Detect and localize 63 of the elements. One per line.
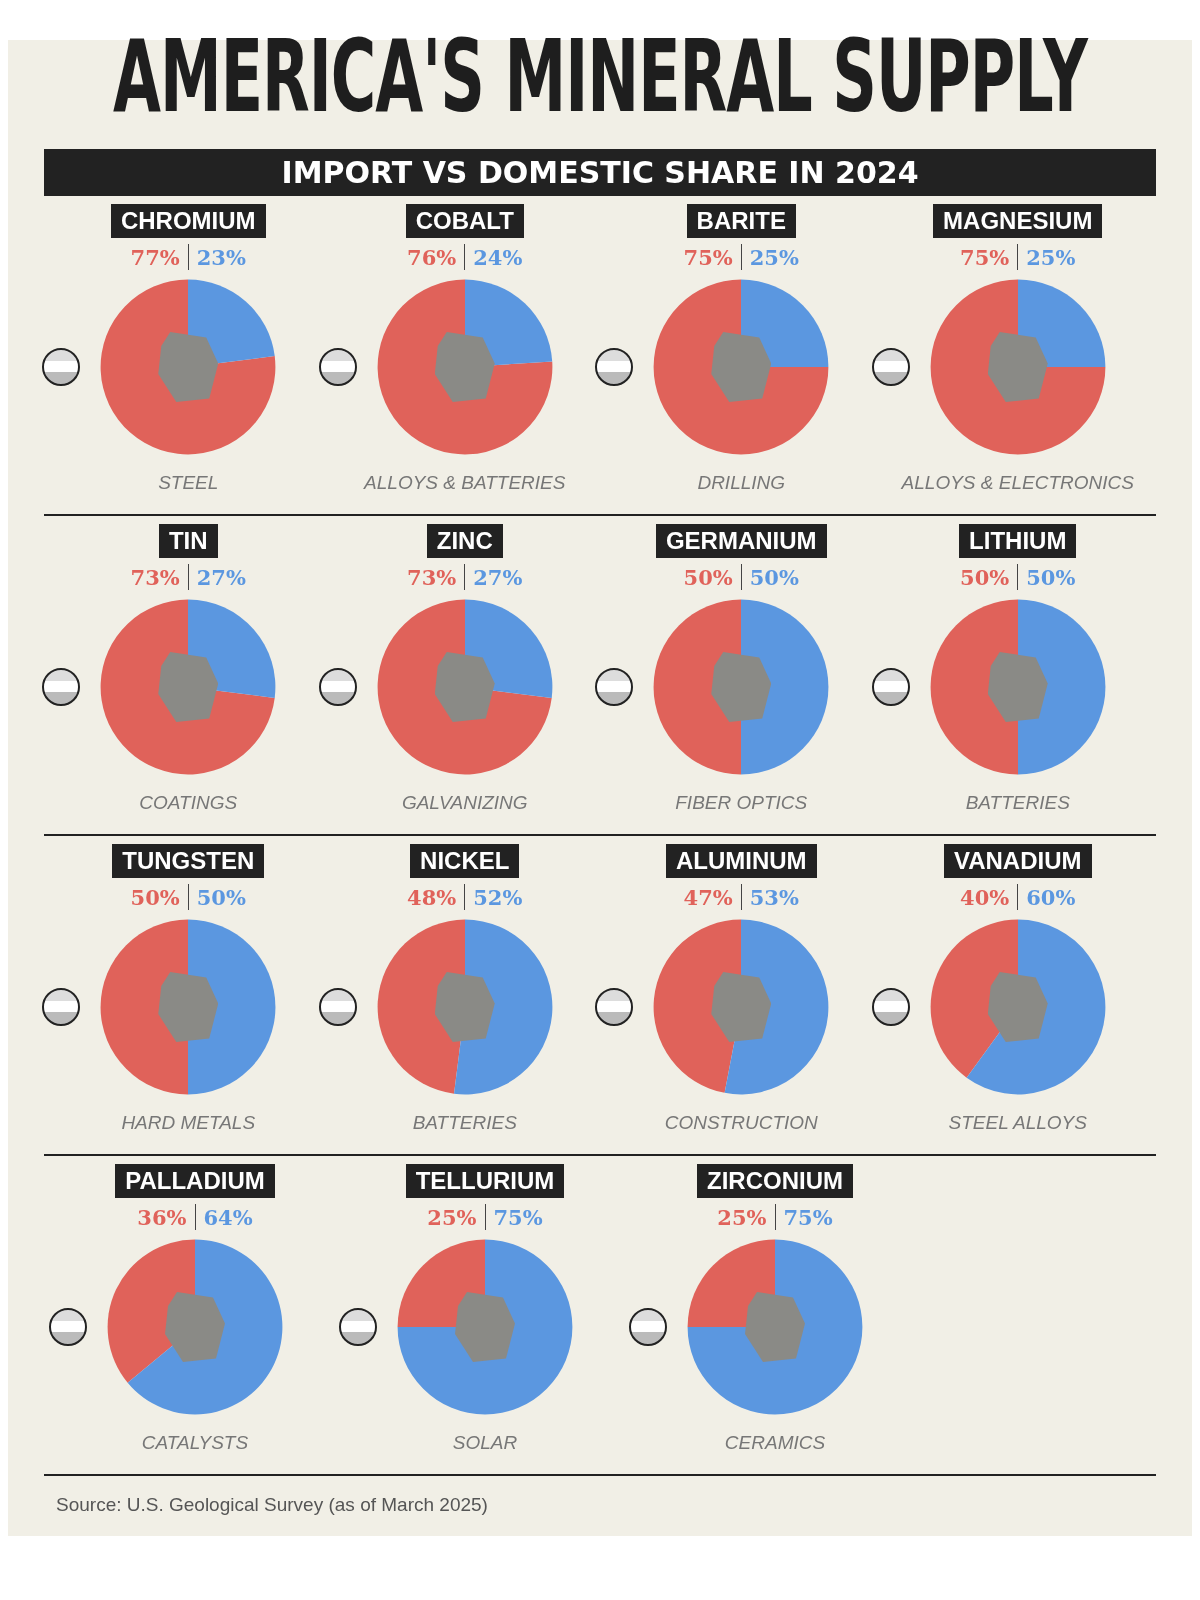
data-label: 77%	[130, 244, 180, 270]
text: CATALYSTS	[141, 1432, 249, 1454]
data-label: 73%	[407, 564, 457, 590]
chart-title: ZINC	[426, 524, 503, 558]
data-label: 64%	[203, 1204, 253, 1230]
text: GALVANIZING	[401, 792, 528, 814]
chart-title: ZIRCONIUM	[697, 1164, 853, 1198]
data-label: 25%	[717, 1204, 767, 1230]
text: BATTERIES	[965, 792, 1070, 814]
chart-title: BARITE	[686, 204, 796, 238]
chart-title: TIN	[158, 524, 218, 558]
data-label: 50%	[960, 564, 1010, 590]
data-label: 36%	[137, 1204, 187, 1230]
text: IMPORT VS DOMESTIC SHARE IN 2024	[44, 149, 1156, 196]
chart-title: TELLURIUM	[405, 1164, 565, 1198]
data-label: 75%	[960, 244, 1010, 270]
chart-title: GERMANIUM	[655, 524, 827, 558]
text: STEEL ALLOYS	[948, 1112, 1087, 1134]
data-label: 60%	[1026, 884, 1076, 910]
chart-title: VANADIUM	[943, 844, 1092, 878]
text: SOLAR	[452, 1432, 518, 1454]
data-label: 53%	[749, 884, 799, 910]
data-label: 25%	[1026, 244, 1076, 270]
data-label: 75%	[683, 244, 733, 270]
data-label: 25%	[427, 1204, 477, 1230]
text: STEEL	[158, 472, 219, 494]
data-label: 27%	[473, 564, 523, 590]
data-label: 75%	[783, 1204, 833, 1230]
data-label: 50%	[1026, 564, 1076, 590]
text: CONSTRUCTION	[664, 1112, 818, 1134]
data-label: 27%	[196, 564, 246, 590]
data-label: 50%	[196, 884, 246, 910]
data-label: 25%	[749, 244, 799, 270]
data-label: 50%	[130, 884, 180, 910]
text: COATINGS	[139, 792, 238, 814]
data-label: 47%	[683, 884, 733, 910]
data-label: 40%	[960, 884, 1010, 910]
text: DRILLING	[697, 472, 786, 494]
chart-title: NICKEL	[410, 844, 520, 878]
chart-title: LITHIUM	[959, 524, 1077, 558]
data-label: 50%	[749, 564, 799, 590]
data-label: 75%	[493, 1204, 543, 1230]
chart-title: PALLADIUM	[115, 1164, 275, 1198]
data-label: 24%	[473, 244, 523, 270]
text: ALLOYS & BATTERIES	[364, 472, 566, 494]
chart-title: MAGNESIUM	[933, 204, 1103, 238]
source-note: Source: U.S. Geological Survey (as of March 2025)	[56, 1494, 489, 1516]
data-label: 76%	[407, 244, 457, 270]
chart-title: COBALT	[405, 204, 524, 238]
chart-title: CHROMIUM	[110, 204, 266, 238]
text: BATTERIES	[412, 1112, 517, 1134]
data-label: 50%	[683, 564, 733, 590]
text: ALLOYS & ELECTRONICS	[901, 472, 1134, 494]
chart-title: TUNGSTEN	[112, 844, 265, 878]
text: FIBER OPTICS	[675, 792, 808, 814]
text: CERAMICS	[724, 1432, 826, 1454]
data-label: 73%	[130, 564, 180, 590]
data-label: 52%	[473, 884, 523, 910]
chart-title: ALUMINUM	[665, 844, 817, 878]
data-label: 48%	[407, 884, 457, 910]
data-label: 23%	[196, 244, 246, 270]
text: AMERICA'S MINERAL SUPPLY	[112, 18, 1090, 135]
text: HARD METALS	[121, 1112, 256, 1134]
